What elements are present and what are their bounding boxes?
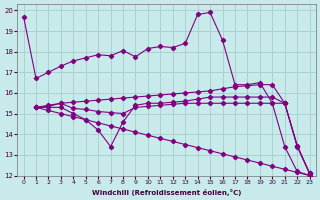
X-axis label: Windchill (Refroidissement éolien,°C): Windchill (Refroidissement éolien,°C) <box>92 189 241 196</box>
